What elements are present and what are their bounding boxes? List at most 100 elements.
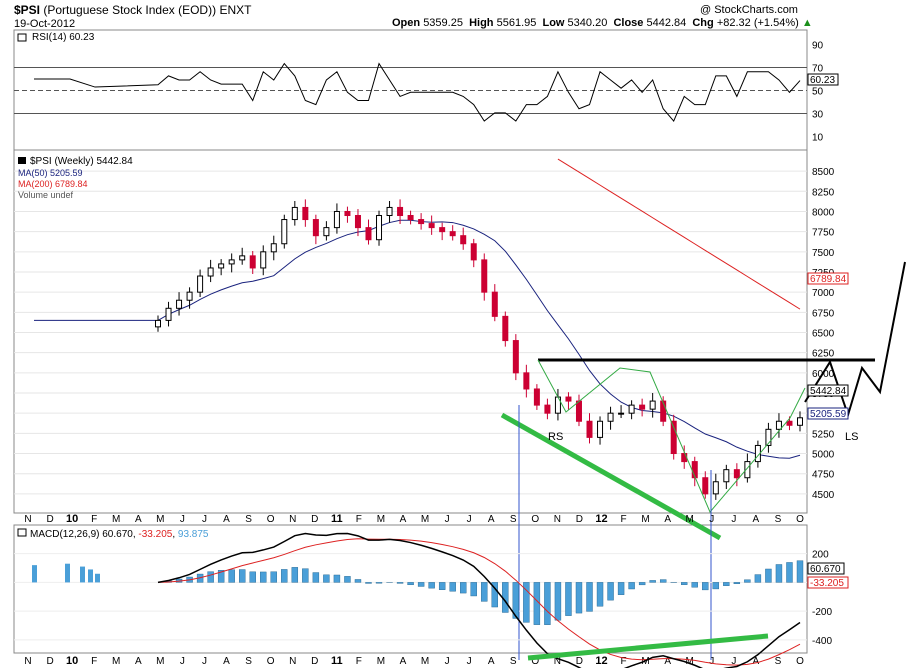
macd-hist-bar (775, 564, 783, 583)
x-axis-label: O (267, 656, 275, 667)
x-axis-label: M (421, 656, 429, 667)
signal-badge (807, 576, 849, 589)
candle-body (439, 227, 446, 233)
x-axis-label: N (24, 514, 31, 525)
candle-body (712, 481, 719, 495)
macd-hist-bar (796, 560, 804, 583)
x-axis-label: 10 (66, 655, 78, 667)
x-axis-label: A (753, 514, 760, 525)
macd-badge-text: 60.670 (810, 564, 841, 575)
x-axis-label: J (731, 514, 736, 525)
x-axis-label: M (112, 656, 120, 667)
candle-body (218, 263, 225, 269)
macd-hist-bar (291, 567, 299, 583)
macd-hist-bar (607, 582, 614, 601)
x-axis-label: N (554, 656, 561, 667)
macd-hist-bar (786, 562, 793, 583)
macd-hist-bar (523, 582, 530, 623)
macd-hist-bar (354, 579, 362, 583)
x-axis-label: O (531, 656, 539, 667)
price-tick-label: 7750 (812, 228, 835, 239)
candle-body (365, 227, 372, 241)
candle-body (575, 400, 582, 422)
macd-hist-bar (575, 582, 583, 614)
price-tick-label: 8000 (812, 207, 835, 218)
candle-body (733, 469, 740, 479)
x-axis-label: F (620, 514, 626, 525)
candle-body (186, 291, 193, 301)
macd-histogram (32, 560, 804, 625)
rsi-tick-label: 10 (812, 133, 824, 144)
price-tick-label: 7000 (812, 288, 835, 299)
candle-body (155, 319, 161, 328)
macd-hist-bar (470, 582, 477, 597)
macd-legend-icon (17, 528, 27, 537)
macd-divergence-line (527, 633, 769, 661)
x-axis-label: 11 (331, 655, 343, 667)
x-axis-label: N (24, 656, 31, 667)
x-axis-label: 12 (595, 513, 607, 525)
candle-body (428, 223, 435, 229)
macd-legend: MACD(12,26,9) 60.670, -33.205, 93.875 (30, 529, 209, 540)
candle-body (386, 206, 393, 217)
x-axis-label: N (289, 656, 296, 667)
price-tick-label: 8500 (812, 167, 835, 178)
x-axis-label: 12 (595, 655, 607, 667)
candle-body (597, 420, 604, 438)
macd-hist-bar (417, 582, 425, 587)
x-axis-label: A (400, 514, 407, 525)
candle-body (176, 299, 183, 309)
x-axis-label: S (775, 656, 782, 667)
x-axis-label: J (467, 656, 472, 667)
head-shoulders-pattern (537, 359, 806, 513)
macd-hist-bar (438, 582, 446, 590)
x-axis-label: A (488, 656, 495, 667)
x-axis-label: S (775, 514, 782, 525)
candle-body (460, 235, 467, 245)
close-badge (807, 384, 849, 397)
candle-body (491, 291, 498, 317)
ma200-line (557, 158, 801, 310)
macd-hist-bar (428, 582, 435, 589)
price-panel (13, 149, 808, 514)
x-axis-label: A (753, 656, 760, 667)
macd-tick-label: -400 (812, 636, 832, 647)
signal-badge-text: -33.205 (810, 578, 844, 589)
x-axis-label: A (223, 514, 230, 525)
x-axis-label: J (202, 656, 207, 667)
x-axis-label: M (686, 656, 694, 667)
price-tick-label: 6750 (812, 308, 835, 319)
macd-hist-bar (754, 574, 762, 583)
x-axis-label: M (112, 514, 120, 525)
macd-hist-bar (88, 569, 93, 583)
macd-hist-bar (481, 582, 488, 602)
macd-hist-bar (396, 582, 404, 584)
x-axis-label: D (576, 656, 583, 667)
x-axis-label: M (641, 514, 649, 525)
rsi-tick-label: 30 (812, 110, 824, 121)
macd-hist-bar (260, 571, 267, 583)
macd-hist-bar (281, 569, 288, 583)
x-axis-label: J (709, 656, 714, 667)
macd-hist-bar (649, 580, 656, 583)
candle-body (523, 372, 530, 390)
ls-label: LS (845, 431, 858, 443)
x-axis-label: F (356, 656, 362, 667)
macd-hist-bar (407, 582, 414, 586)
macd-hist-bar (228, 569, 235, 583)
macd-hist-bar (638, 582, 646, 586)
x-axis-label: S (245, 656, 252, 667)
candle-body (702, 477, 709, 495)
candle-body (207, 267, 214, 277)
macd-hist-bar (217, 570, 225, 583)
macd-hist-bar (365, 582, 372, 584)
macd-hist-bar (449, 582, 456, 592)
price-tick-label: 4750 (812, 470, 835, 481)
candle-body (470, 243, 477, 261)
x-axis-label: M (421, 514, 429, 525)
x-axis-label: O (796, 656, 804, 667)
price-tick-label: 4500 (812, 490, 835, 501)
x-axis-label: D (576, 514, 583, 525)
x-axis-label: M (377, 514, 385, 525)
